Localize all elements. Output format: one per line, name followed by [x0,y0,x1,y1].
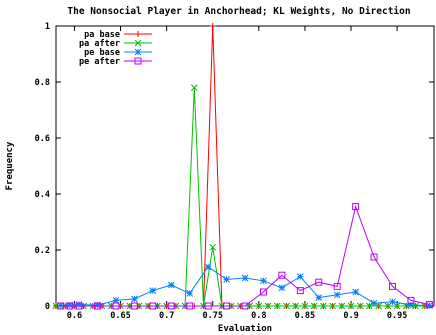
data-point [310,302,318,310]
x-tick-label: 0.65 [110,311,130,321]
data-point [223,302,231,310]
x-tick-label: 0.9 [343,311,358,321]
data-point [57,302,64,309]
data-point [259,288,267,296]
data-point [352,203,360,211]
data-point [264,302,272,310]
data-point [389,298,396,306]
data-point [223,276,230,283]
data-point [296,273,304,280]
data-point [209,23,216,29]
data-point [426,302,433,309]
data-point [66,301,74,309]
legend-marker [135,31,141,37]
x-axis-label: Evaluation [218,323,272,334]
data-point [57,302,65,310]
data-point [75,302,83,310]
data-point [292,302,300,310]
data-point [356,302,364,310]
series-line [56,87,425,307]
data-point [333,282,341,290]
data-point [338,302,346,310]
data-point [204,302,212,310]
series-line [56,25,425,307]
data-point [273,302,281,310]
data-point [407,301,415,309]
series-line [60,266,430,306]
data-point [329,302,336,310]
data-point [283,302,290,310]
data-point [131,295,138,303]
data-point [112,297,120,304]
x-tick-label: 0.7 [159,311,174,321]
data-point [333,291,341,299]
data-point [278,271,286,279]
y-tick-label: 0.2 [35,246,50,256]
data-point [167,281,175,289]
legend-marker [134,48,142,56]
y-axis-label: Frequency [5,141,15,190]
series-layer [52,23,433,310]
legend-marker [134,39,142,47]
data-point [255,302,263,310]
data-point [375,302,383,310]
series-line [60,204,430,307]
plot-frame [55,25,435,307]
data-point [209,243,217,251]
data-point [241,302,249,310]
data-point [93,302,101,310]
data-point [347,302,355,310]
data-point [320,302,327,310]
data-point [186,302,194,310]
data-point [204,263,212,271]
x-tick-label: 0.95 [387,311,407,321]
y-axis-ticks: 0 0.2 0.4 0.6 0.8 1 [35,22,434,312]
series-pa-after [52,84,429,310]
x-tick-label: 0.75 [202,311,222,321]
data-point [315,294,323,301]
x-tick-label: 0.8 [251,311,266,321]
y-tick-label: 0.8 [35,78,50,88]
y-tick-label: 1 [45,22,50,32]
series-pe-base [57,263,433,309]
legend-label: pa base [84,30,120,40]
data-point [149,287,157,294]
chart-title: The Nonsocial Player in Anchorhead; KL W… [67,6,410,17]
data-point [407,296,415,304]
data-point [425,301,433,309]
x-tick-label: 0.6 [67,311,82,321]
data-point [352,288,359,296]
legend-label: pe after [79,57,120,67]
data-point [370,299,378,307]
x-axis-ticks: 0.6 0.65 0.7 0.75 0.8 0.85 0.9 0.95 [67,26,407,321]
data-point [75,301,83,308]
data-point [66,302,74,310]
data-point [389,282,397,290]
data-point [186,290,194,297]
data-point [260,277,267,285]
data-point [278,284,286,292]
data-point [167,302,175,310]
y-tick-label: 0 [45,302,50,312]
data-point [130,302,138,310]
data-point [149,302,157,310]
data-point [366,302,373,310]
data-point [370,253,378,261]
y-tick-label: 0.6 [35,134,50,144]
x-tick-label: 0.85 [295,311,315,321]
data-point [190,84,198,91]
data-point [241,274,249,282]
data-point [112,302,120,310]
data-point [315,278,323,286]
legend-label: pe base [84,48,120,58]
data-point [301,302,309,310]
data-point [296,287,304,295]
legend-label: pa after [79,39,120,49]
series-pe-after [57,203,433,310]
data-point [94,301,101,309]
y-tick-label: 0.4 [35,190,50,200]
legend-marker [134,57,142,65]
